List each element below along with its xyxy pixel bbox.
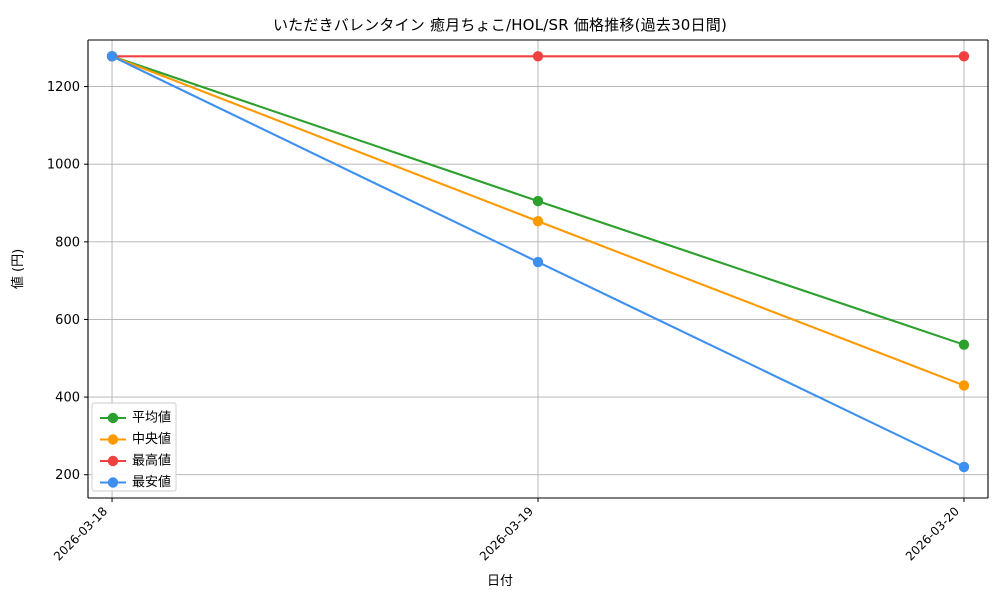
- data-series-layer: [106, 51, 970, 473]
- data-point-marker: [958, 461, 970, 473]
- y-tick-label: 400: [55, 391, 80, 406]
- x-tick-label: 2026-03-20: [903, 504, 962, 563]
- y-axis-label: 値 (円): [10, 249, 26, 289]
- data-point-marker: [958, 339, 970, 350]
- y-axis-ticks: 200 400 600 800 1000 1200: [47, 80, 88, 483]
- x-tick-label: 2026-03-18: [51, 504, 110, 563]
- y-tick-label: 1000: [47, 158, 80, 173]
- x-axis-ticks: 2026-03-18 2026-03-19 2026-03-20: [51, 498, 965, 563]
- legend-item-label: 最高値: [132, 453, 171, 469]
- x-tick-label: 2026-03-19: [477, 504, 536, 563]
- data-point-marker: [532, 256, 544, 268]
- y-tick-label: 1200: [47, 80, 80, 95]
- data-point-marker: [958, 380, 970, 391]
- legend-item-4[interactable]: 最安値: [100, 474, 171, 490]
- data-point-marker: [532, 51, 544, 62]
- y-tick-label: 200: [55, 468, 80, 483]
- legend-item-3[interactable]: 最高値: [100, 453, 171, 469]
- chart-title: いただきバレンタイン 癒月ちょこ/HOL/SR 価格推移(過去30日間): [272, 16, 728, 34]
- legend-item-label: 最安値: [132, 474, 171, 490]
- legend-marker-icon: [107, 477, 119, 488]
- y-tick-label: 600: [55, 313, 80, 328]
- legend-box: [91, 402, 177, 492]
- legend-marker-icon: [107, 455, 119, 467]
- y-tick-label: 800: [55, 235, 80, 250]
- legend-item-2[interactable]: 中央値: [100, 431, 171, 447]
- legend-item-label: 平均値: [132, 410, 171, 426]
- data-point-marker: [958, 51, 970, 62]
- legend-item-label: 中央値: [132, 431, 171, 447]
- legend-marker-icon: [107, 434, 119, 445]
- data-point-marker: [106, 51, 118, 62]
- data-point-marker: [532, 195, 544, 207]
- data-point-marker: [532, 216, 544, 227]
- x-axis-label: 日付: [487, 574, 513, 589]
- series-4: [106, 51, 970, 473]
- legend-item-1[interactable]: 平均値: [100, 410, 171, 426]
- legend-marker-icon: [107, 412, 119, 424]
